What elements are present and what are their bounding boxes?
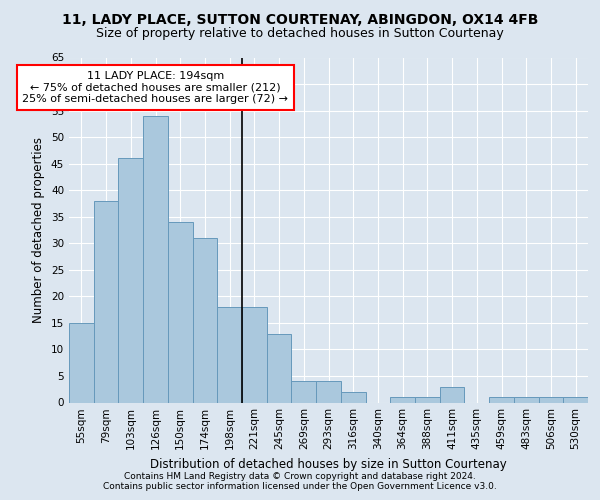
Bar (193, 238, 217, 402)
Bar (217, 307, 242, 402)
X-axis label: Distribution of detached houses by size in Sutton Courtenay: Distribution of detached houses by size … (150, 458, 507, 471)
Bar (168, 222, 193, 402)
Bar (267, 334, 292, 402)
Bar (563, 397, 588, 402)
Bar (390, 397, 415, 402)
Y-axis label: Number of detached properties: Number of detached properties (32, 137, 46, 323)
Text: Contains HM Land Registry data © Crown copyright and database right 2024.: Contains HM Land Registry data © Crown c… (124, 472, 476, 481)
Bar (292, 382, 316, 402)
Text: Contains public sector information licensed under the Open Government Licence v3: Contains public sector information licen… (103, 482, 497, 491)
Bar (118, 158, 143, 402)
Bar (539, 397, 563, 402)
Text: 11 LADY PLACE: 194sqm
← 75% of detached houses are smaller (212)
25% of semi-det: 11 LADY PLACE: 194sqm ← 75% of detached … (23, 71, 289, 104)
Bar (94, 201, 118, 402)
Bar (415, 397, 440, 402)
Bar (341, 392, 365, 402)
Bar (143, 116, 168, 403)
Bar (316, 382, 341, 402)
Bar (489, 397, 514, 402)
Text: 11, LADY PLACE, SUTTON COURTENAY, ABINGDON, OX14 4FB: 11, LADY PLACE, SUTTON COURTENAY, ABINGD… (62, 12, 538, 26)
Bar (514, 397, 539, 402)
Text: Size of property relative to detached houses in Sutton Courtenay: Size of property relative to detached ho… (96, 28, 504, 40)
Bar (242, 307, 267, 402)
Bar (440, 386, 464, 402)
Bar (69, 323, 94, 402)
